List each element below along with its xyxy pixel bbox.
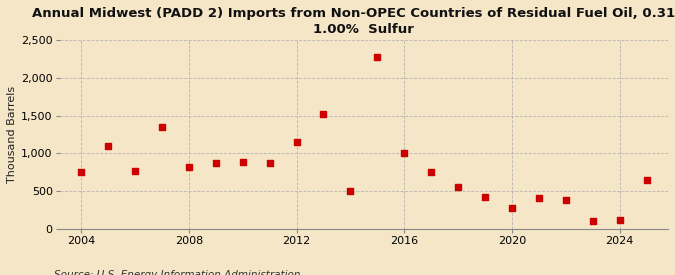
Point bbox=[318, 112, 329, 116]
Point bbox=[426, 170, 437, 175]
Point bbox=[345, 188, 356, 193]
Point bbox=[614, 218, 625, 222]
Point bbox=[506, 206, 517, 210]
Point bbox=[533, 196, 544, 200]
Point bbox=[372, 55, 383, 59]
Point bbox=[453, 185, 464, 190]
Y-axis label: Thousand Barrels: Thousand Barrels bbox=[7, 86, 17, 183]
Point bbox=[291, 140, 302, 144]
Point bbox=[587, 219, 598, 223]
Point bbox=[130, 169, 140, 173]
Point bbox=[76, 170, 86, 175]
Point bbox=[399, 151, 410, 156]
Point bbox=[560, 198, 571, 203]
Point bbox=[211, 161, 221, 166]
Point bbox=[641, 178, 652, 182]
Point bbox=[184, 165, 194, 169]
Point bbox=[264, 160, 275, 165]
Point bbox=[238, 160, 248, 164]
Title: Annual Midwest (PADD 2) Imports from Non-OPEC Countries of Residual Fuel Oil, 0.: Annual Midwest (PADD 2) Imports from Non… bbox=[32, 7, 675, 36]
Point bbox=[480, 194, 491, 199]
Point bbox=[157, 125, 167, 129]
Text: Source: U.S. Energy Information Administration: Source: U.S. Energy Information Administ… bbox=[54, 271, 300, 275]
Point bbox=[103, 144, 113, 148]
